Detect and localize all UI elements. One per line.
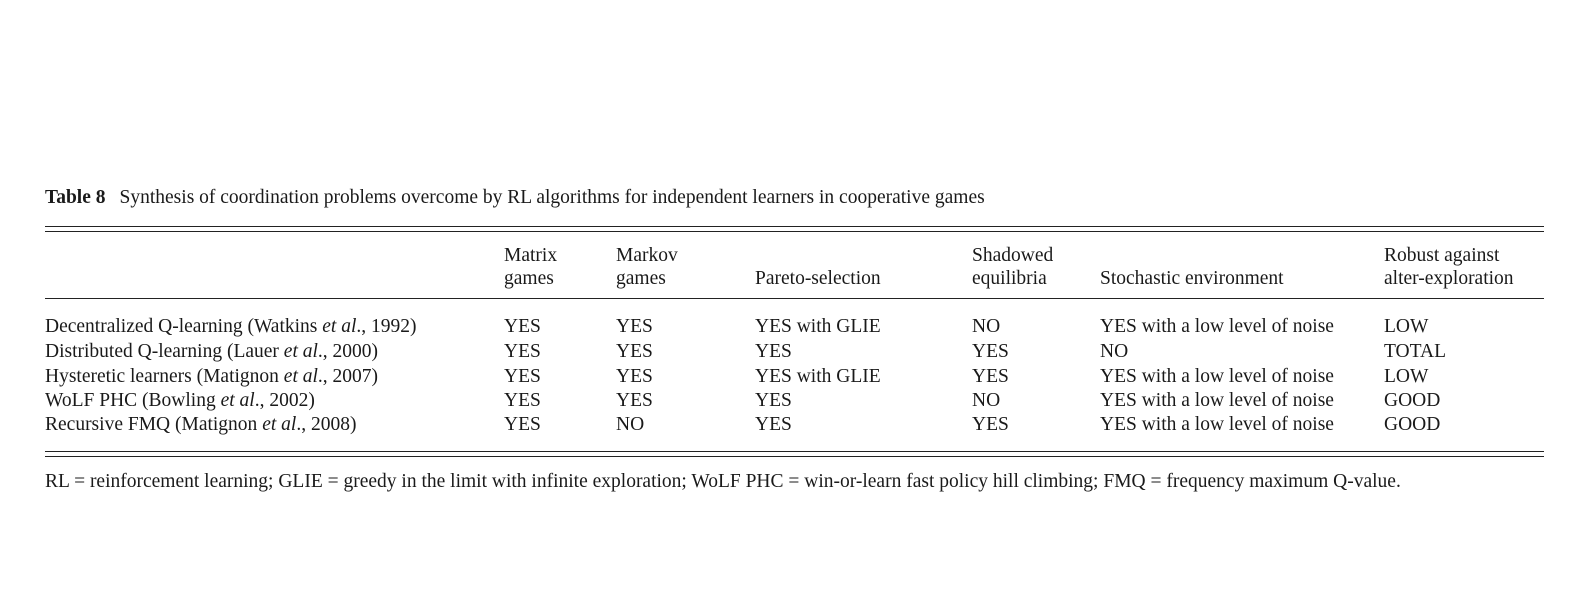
- bottom-rule-lower: [45, 456, 1544, 457]
- table-cell: GOOD: [1384, 414, 1441, 435]
- table-row-algorithm: Recursive FMQ (Matignon et al., 2008): [45, 414, 357, 435]
- table-cell: YES: [972, 414, 1009, 435]
- table-cell: YES with a low level of noise: [1100, 414, 1334, 435]
- table-cell: YES with GLIE: [755, 316, 881, 337]
- table-cell: YES: [755, 414, 792, 435]
- table-cell: NO: [972, 390, 1001, 411]
- table-cell: YES: [616, 316, 653, 337]
- table-cell: YES: [616, 390, 653, 411]
- table-row-algorithm: Decentralized Q-learning (Watkins et al.…: [45, 316, 417, 337]
- top-rule-upper: [45, 226, 1544, 227]
- table-title: Synthesis of coordination problems overc…: [119, 187, 985, 208]
- header-rule: [45, 298, 1544, 299]
- table-row-algorithm: Distributed Q-learning (Lauer et al., 20…: [45, 341, 379, 362]
- table-cell: TOTAL: [1384, 341, 1446, 362]
- top-rule-lower: [45, 231, 1544, 232]
- table-cell: NO: [972, 316, 1001, 337]
- table-cell: NO: [616, 414, 645, 435]
- table-cell: YES: [504, 341, 541, 362]
- column-header-shadowed-equilibria: Shadowed equilibria: [972, 245, 1054, 289]
- bottom-rule-upper: [45, 451, 1544, 452]
- column-header-matrix-games: Matrix games: [504, 245, 558, 289]
- table-cell: NO: [1100, 341, 1129, 362]
- column-header-stochastic-environment: Stochastic environment: [1100, 268, 1284, 289]
- column-header-pareto-selection: Pareto-selection: [755, 268, 881, 289]
- table-label: Table 8: [45, 187, 106, 208]
- table-cell: YES: [972, 366, 1009, 387]
- column-header-robust-alter-exploration: Robust against alter-exploration: [1384, 245, 1514, 289]
- table-cell: LOW: [1384, 316, 1429, 337]
- table-cell: YES: [504, 316, 541, 337]
- table-footnote: RL = reinforcement learning; GLIE = gree…: [45, 471, 1401, 492]
- table-cell: YES with GLIE: [755, 366, 881, 387]
- table-cell: YES: [616, 341, 653, 362]
- table-cell: YES: [755, 390, 792, 411]
- table-cell: YES: [755, 341, 792, 362]
- column-header-markov-games: Markov games: [616, 245, 678, 289]
- table-cell: GOOD: [1384, 390, 1441, 411]
- table-row-algorithm: WoLF PHC (Bowling et al., 2002): [45, 390, 315, 411]
- table-row-algorithm: Hysteretic learners (Matignon et al., 20…: [45, 366, 379, 387]
- table-cell: YES: [504, 390, 541, 411]
- table-cell: YES with a low level of noise: [1100, 316, 1334, 337]
- table-cell: YES with a low level of noise: [1100, 390, 1334, 411]
- table-cell: LOW: [1384, 366, 1429, 387]
- table-caption: Table 8 Synthesis of coordination problem…: [45, 187, 985, 209]
- table-cell: YES with a low level of noise: [1100, 366, 1334, 387]
- table-cell: YES: [616, 366, 653, 387]
- table-cell: YES: [504, 366, 541, 387]
- table-cell: YES: [972, 341, 1009, 362]
- table-cell: YES: [504, 414, 541, 435]
